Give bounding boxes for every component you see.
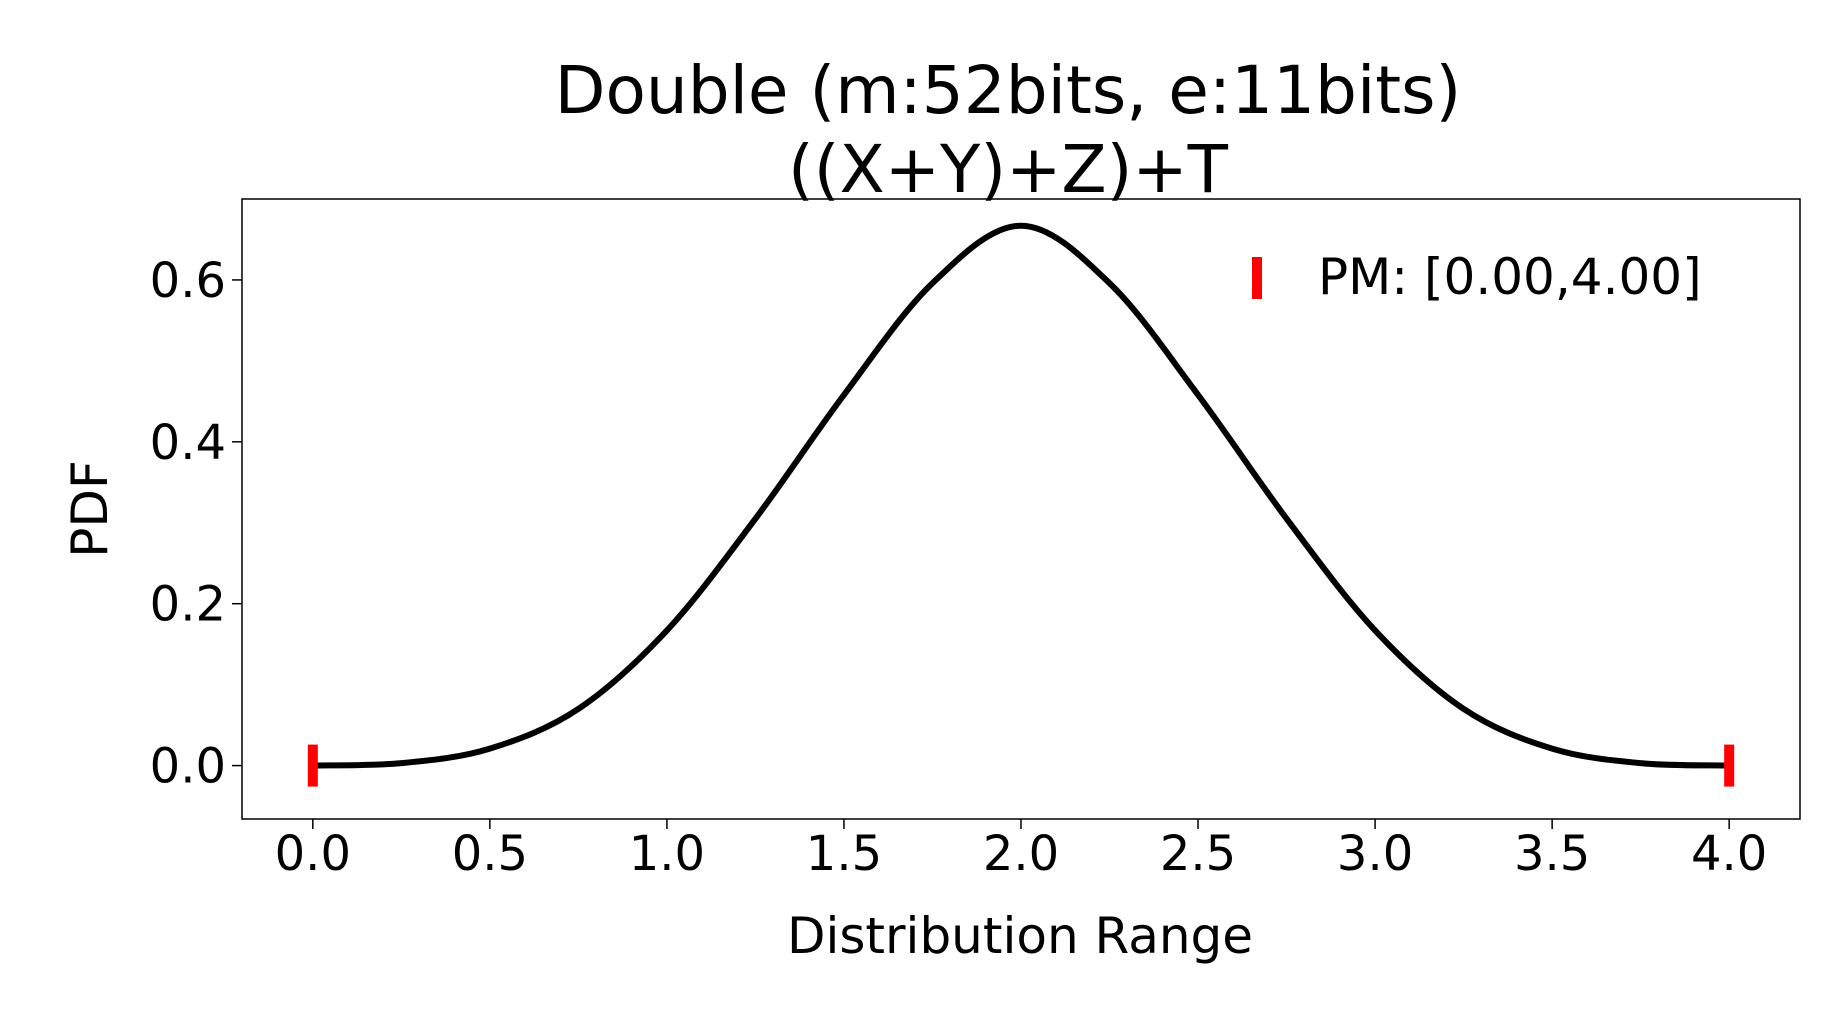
x-tick-label: 3.5: [1514, 826, 1590, 882]
legend: PM: [0.00,4.00]: [1252, 248, 1702, 306]
x-tick-label: 3.0: [1337, 826, 1413, 882]
x-axis-label: Distribution Range: [787, 907, 1253, 965]
marks-layer: [307, 222, 1735, 787]
x-tick-label: 0.0: [275, 826, 351, 882]
plot-frame: [241, 198, 1801, 820]
chart-subtitle: ((X+Y)+Z)+T: [788, 131, 1229, 208]
pdf-curve: [309, 222, 1733, 769]
chart-title: Double (m:52bits, e:11bits): [555, 52, 1462, 129]
legend-label: PM: [0.00,4.00]: [1318, 248, 1702, 306]
ticks-layer: 0.0 0.5 1.0 1.5 2.0 2.5 3.0 3.5 4.0 0.0 0.2 0.4 0.6: [150, 253, 1768, 882]
x-tick-label: 2.0: [983, 826, 1059, 882]
x-tick-label: 0.5: [452, 826, 528, 882]
y-tick-label: 0.0: [150, 739, 226, 795]
y-tick-label: 0.2: [150, 577, 226, 633]
y-tick-label: 0.4: [150, 415, 226, 471]
x-tick-label: 4.0: [1691, 826, 1767, 882]
y-axis-label: PDF: [61, 460, 119, 557]
y-tick-label: 0.6: [150, 253, 226, 309]
pm-range-marker: [1724, 744, 1735, 787]
legend-swatch: [1252, 257, 1262, 299]
pm-range-marker: [307, 744, 318, 787]
x-tick-label: 1.5: [806, 826, 882, 882]
x-tick-label: 1.0: [629, 826, 705, 882]
x-tick-label: 2.5: [1160, 826, 1236, 882]
